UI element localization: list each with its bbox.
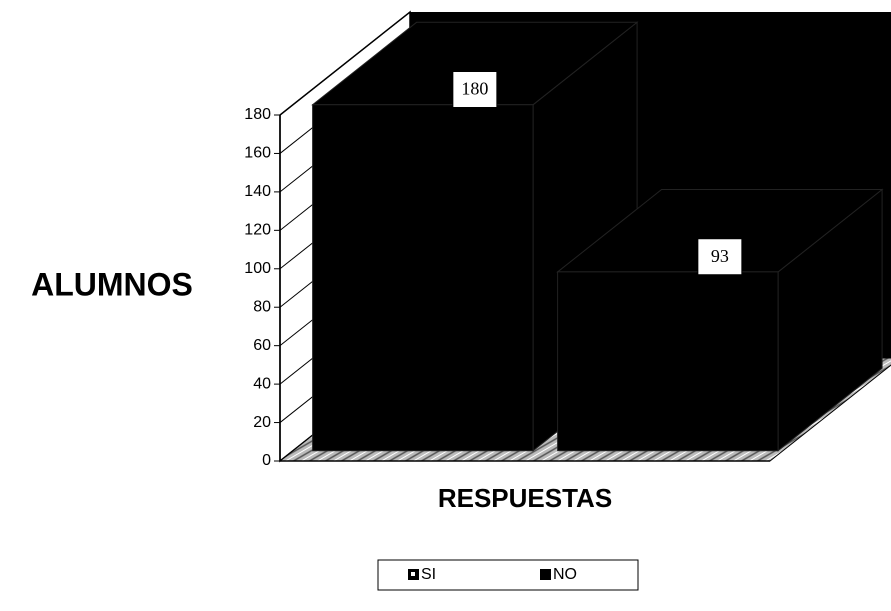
- value-label: 93: [711, 246, 729, 266]
- legend: SI NO: [377, 559, 639, 591]
- value-label: 180: [461, 79, 488, 99]
- y-tick-label: 180: [244, 106, 271, 123]
- value-label-box: [452, 71, 498, 108]
- grid-line: [279, 11, 411, 116]
- legend-label: NO: [553, 566, 577, 583]
- x-axis-label: RESPUESTAS: [438, 483, 612, 513]
- y-tick-label: 160: [244, 145, 271, 162]
- legend-swatch-mark: [411, 572, 415, 576]
- y-axis-label: ALUMNOS: [31, 266, 193, 302]
- legend-box: [377, 559, 639, 591]
- legend-label: SI: [421, 566, 436, 583]
- bar: [557, 271, 779, 452]
- value-label-box: [697, 238, 743, 276]
- y-tick-label: 20: [253, 414, 271, 431]
- legend-swatch: [540, 569, 551, 580]
- y-tick-label: 100: [244, 260, 271, 277]
- y-tick-label: 120: [244, 222, 271, 239]
- y-tick-label: 140: [244, 183, 271, 200]
- y-tick-label: 0: [262, 452, 271, 469]
- y-tick-label: 40: [253, 375, 271, 392]
- bar: [312, 104, 534, 452]
- y-tick-label: 60: [253, 337, 271, 354]
- y-tick-label: 80: [253, 298, 271, 315]
